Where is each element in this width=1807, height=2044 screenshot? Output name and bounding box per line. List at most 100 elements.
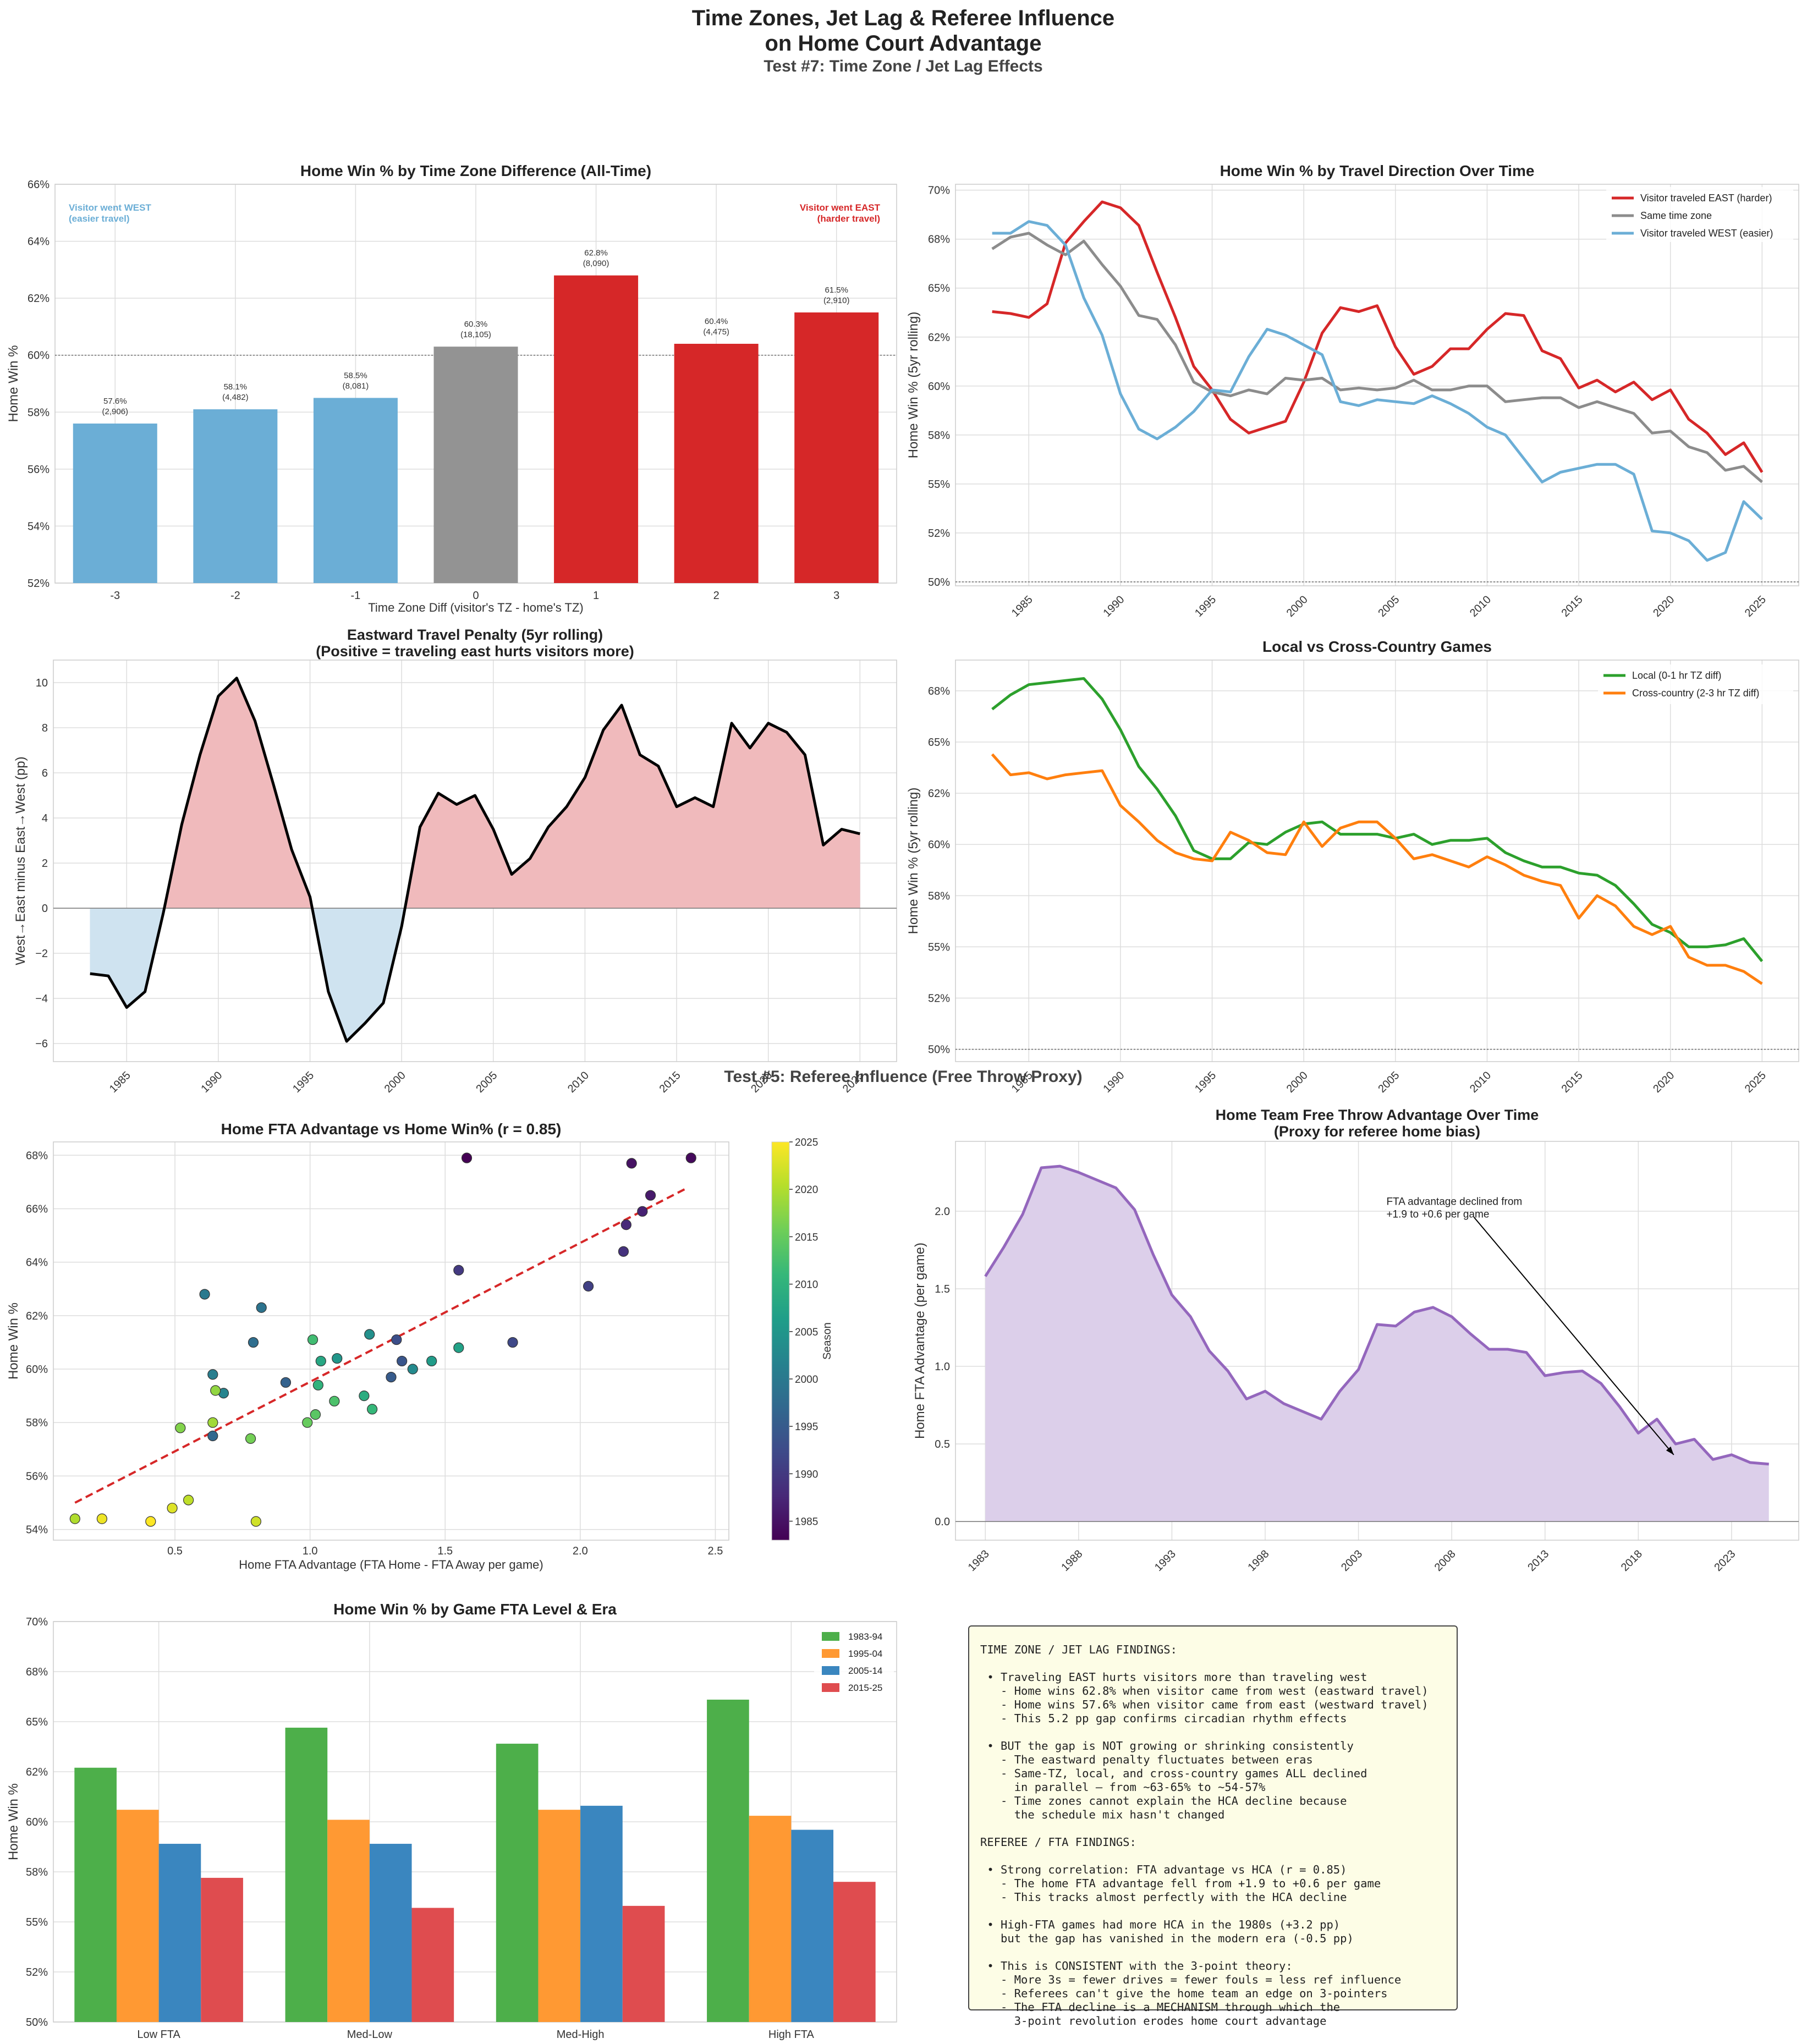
legend-label: 1995-04	[848, 1649, 882, 1659]
x-tick-label: 1993	[1152, 1548, 1178, 1574]
y-axis-label: Home Win %	[6, 1783, 21, 1860]
x-tick-label: 2000	[1284, 1069, 1310, 1095]
colorbar-label: Season	[821, 1322, 833, 1360]
bar-value-label: 58.5%	[344, 371, 367, 380]
findings-line: in parallel — from ~63-65% to ~54-57%	[980, 1781, 1266, 1794]
bar-value-label: 60.4%	[705, 317, 728, 326]
area-fill-segment	[530, 826, 549, 909]
bar	[794, 312, 879, 583]
x-tick-label: 2000	[382, 1069, 408, 1095]
x-axis-label: Home FTA Advantage (FTA Home - FTA Away …	[239, 1558, 543, 1572]
findings-line: - Home wins 62.8% when visitor came from…	[980, 1684, 1429, 1697]
scatter-point	[183, 1494, 194, 1505]
x-tick-label: 2005	[1376, 1069, 1402, 1095]
x-tick-label: 2025	[1743, 1069, 1768, 1095]
x-tick-label: -1	[351, 590, 361, 602]
legend-label: 2015-25	[848, 1683, 882, 1693]
axes-frame	[53, 660, 897, 1062]
bar	[707, 1699, 749, 2022]
scatter-point	[453, 1265, 464, 1276]
scatter-point	[329, 1395, 340, 1406]
x-tick-label: 1995	[1193, 594, 1218, 619]
x-tick-label: 1988	[1059, 1548, 1085, 1574]
scatter-point	[507, 1337, 518, 1348]
x-tick-label: -3	[110, 590, 120, 602]
chart-local-vs-cross: 50%52%55%58%60%62%65%68%1985 1990 1995 2000…	[906, 638, 1799, 1095]
chart-title-line2: (Positive = traveling east hurts visitor…	[316, 643, 634, 660]
scatter-point	[256, 1302, 267, 1313]
findings-line: - The FTA decline is a MECHANISM through…	[980, 2001, 1341, 2014]
y-tick-label: 2	[42, 858, 48, 870]
chart-tz-difference-bars: 52% 54% 56% 58% 60% 62% 64% 66% 57.6%(2,906) -3 58…	[6, 162, 897, 614]
x-tick-label: 1990	[199, 1069, 224, 1095]
y-tick-label: 60%	[26, 1364, 48, 1376]
x-tick-label: 1990	[1101, 594, 1127, 619]
scatter-point	[645, 1190, 656, 1201]
x-tick-label: 2025	[1743, 594, 1768, 619]
findings-line: • Strong correlation: FTA advantage vs H…	[980, 1863, 1347, 1876]
chart-title: Home Win % by Game FTA Level & Era	[333, 1601, 617, 1618]
y-tick-label: 64%	[28, 236, 50, 248]
chart-fta-over-time: 0.0 0.5 1.0 1.5 2.0 1983 1988 1993 1998 2003 2008 2…	[913, 1107, 1799, 1574]
y-tick-label: 58%	[928, 430, 950, 442]
x-axis-label: Time Zone Diff (visitor's TZ - home's TZ…	[368, 601, 583, 614]
chart-title-line1: Home Team Free Throw Advantage Over Time	[1216, 1107, 1539, 1123]
annotation-west-line1: Visitor went WEST	[69, 202, 151, 213]
y-tick-label: 68%	[928, 685, 950, 697]
bar	[580, 1805, 623, 2022]
x-tick-label: 2020	[1651, 1069, 1677, 1095]
x-tick-label: 1983	[966, 1548, 992, 1574]
y-tick-label: 52%	[928, 993, 950, 1005]
bar	[791, 1829, 834, 2022]
scatter-point	[391, 1334, 402, 1345]
series-line	[991, 753, 1763, 985]
y-tick-label: 62%	[26, 1766, 48, 1778]
axes-frame	[955, 660, 1799, 1062]
legend-swatch	[822, 1649, 839, 1658]
bar	[833, 1882, 876, 2022]
findings-line: the schedule mix hasn't changed	[980, 1808, 1225, 1821]
findings-textbox: TIME ZONE / JET LAG FINDINGS: • Travelin…	[968, 1625, 1458, 2027]
chart-title: Local vs Cross-Country Games	[1262, 638, 1492, 655]
y-tick-label: 68%	[928, 234, 950, 246]
legend-box	[1598, 664, 1793, 704]
y-tick-label: 54%	[26, 1524, 48, 1536]
figure-title-line1: Time Zones, Jet Lag & Referee Influence	[692, 6, 1114, 30]
x-tick-label: 1995	[1193, 1069, 1218, 1095]
y-tick-label: 6	[42, 767, 48, 779]
bar	[622, 1905, 665, 2022]
y-axis-label: Home Win %	[6, 1303, 21, 1380]
colorbar	[771, 1141, 790, 1541]
scatter-point	[685, 1152, 696, 1163]
bar-count-label: (4,482)	[222, 393, 249, 402]
findings-line: 3-point revolution erodes home court adv…	[980, 2014, 1327, 2027]
findings-line: • This is CONSISTENT with the 3-point th…	[980, 1959, 1293, 1972]
findings-line: • BUT the gap is NOT growing or shrinkin…	[980, 1739, 1354, 1752]
y-tick-label: 68%	[26, 1150, 48, 1162]
x-tick-label: 2018	[1619, 1548, 1645, 1574]
scatter-point	[618, 1246, 629, 1257]
x-tick-label: 0	[473, 590, 479, 602]
findings-line: - Home wins 57.6% when visitor came from…	[980, 1698, 1429, 1711]
bar	[411, 1908, 454, 2022]
colorbar-tick-label: 1995	[795, 1421, 818, 1433]
annotation-arrowhead	[1666, 1446, 1674, 1455]
bar	[674, 344, 759, 583]
axes-frame	[53, 1621, 897, 2023]
x-tick-label: 2	[713, 590, 719, 602]
y-tick-label: 62%	[28, 293, 50, 305]
x-tick-label: -2	[230, 590, 240, 602]
y-axis-label: Home FTA Advantage (per game)	[913, 1243, 927, 1439]
y-tick-label: 58%	[928, 890, 950, 902]
y-tick-label: 55%	[928, 479, 950, 491]
y-tick-label: 60%	[928, 381, 950, 393]
x-tick-label: 2000	[1284, 594, 1310, 619]
area-fill-segment	[90, 908, 109, 976]
x-tick-label: Low FTA	[137, 2029, 180, 2041]
findings-line: - This 5.2 pp gap confirms circadian rhy…	[980, 1712, 1347, 1725]
scatter-point	[583, 1281, 594, 1292]
bar-count-label: (8,090)	[583, 259, 609, 268]
bar	[749, 1816, 792, 2022]
trend-line	[74, 1186, 689, 1504]
